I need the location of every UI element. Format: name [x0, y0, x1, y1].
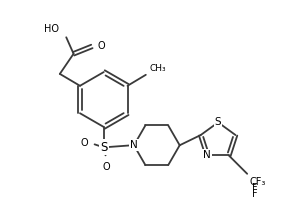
Text: CH₃: CH₃: [149, 64, 166, 73]
Text: O: O: [81, 138, 88, 147]
Text: N: N: [130, 140, 138, 150]
Text: S: S: [100, 140, 107, 154]
Text: S: S: [215, 117, 221, 127]
Text: HO: HO: [44, 24, 59, 34]
Text: F: F: [252, 183, 257, 193]
Text: F: F: [252, 189, 257, 199]
Text: N: N: [204, 150, 211, 160]
Text: CF₃: CF₃: [250, 177, 266, 186]
Text: O: O: [103, 162, 110, 172]
Text: O: O: [97, 41, 105, 51]
